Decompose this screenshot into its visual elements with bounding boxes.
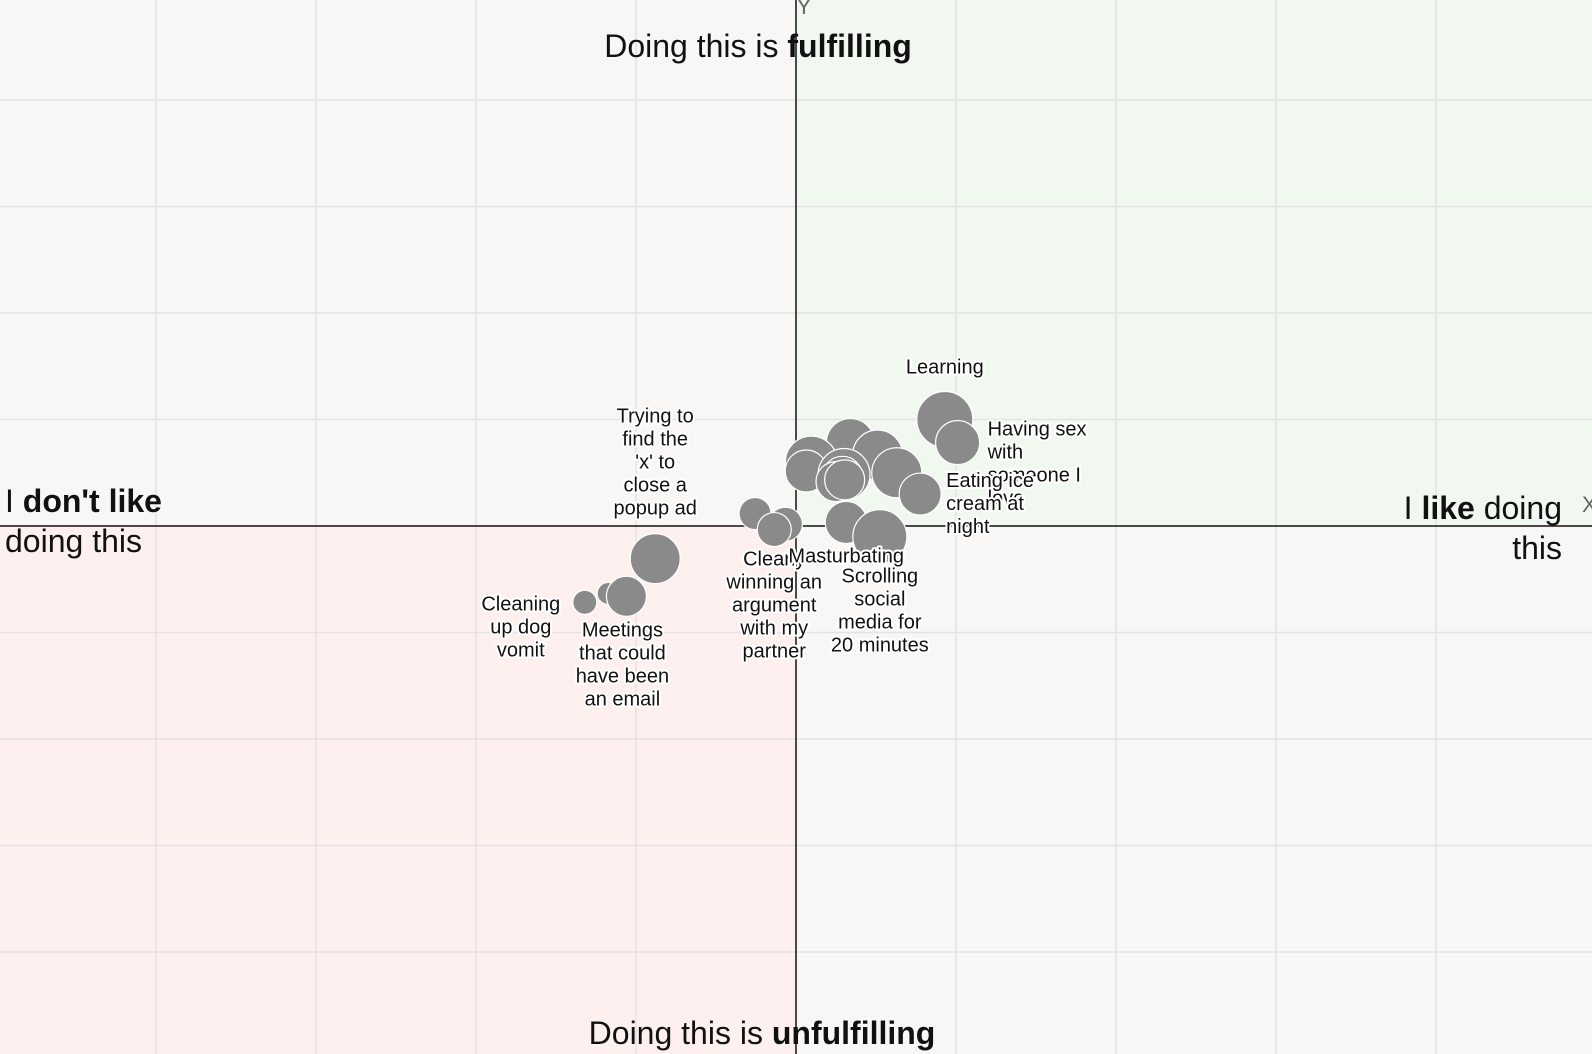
data-label: Meetings that could have been an email bbox=[576, 619, 669, 710]
quadrant-fulfilling-liked bbox=[796, 0, 1592, 526]
data-point-trying-to-find-the-x-to-close-a-popup-ad[interactable] bbox=[629, 533, 681, 585]
quadrant-unfulfilling-disliked bbox=[0, 526, 796, 1054]
data-label: Eating ice cream at night bbox=[946, 470, 1034, 538]
axis-title-bottom: Doing this is unfulfilling bbox=[589, 1015, 936, 1051]
data-point-having-sex-with-someone-i-love[interactable] bbox=[934, 419, 981, 466]
axis-title-right: I like doing bbox=[1404, 490, 1562, 526]
data-label: Trying to find the'x' to close a popup ad bbox=[613, 406, 696, 520]
y-axis-letter: Y bbox=[797, 0, 812, 19]
data-label: Clearly winning an argument with my partner bbox=[725, 549, 822, 663]
data-label: Scrolling social media for 20 minutes bbox=[831, 566, 929, 657]
data-point-clearly-winning-an-argument-with-my-partner[interactable] bbox=[756, 511, 792, 548]
axis-title-left-line2: doing this bbox=[5, 523, 142, 559]
data-point[interactable] bbox=[824, 459, 866, 501]
data-point-eating-ice-cream-at-night[interactable] bbox=[898, 472, 942, 516]
axis-title-right-line2: this bbox=[1512, 530, 1562, 566]
data-label: Learning bbox=[906, 357, 984, 379]
data-point-scrolling-social-media-for-20-minutes[interactable] bbox=[852, 509, 908, 565]
data-label: Masturbating bbox=[788, 545, 904, 567]
axis-title-left: I don't like bbox=[5, 483, 162, 519]
data-point-meetings-that-could-have-been-an-email[interactable] bbox=[605, 575, 648, 617]
axis-title-top: Doing this is fulfilling bbox=[604, 28, 912, 64]
data-label: Cleaning up dog vomit bbox=[481, 593, 560, 661]
data-point-cleaning-up-dog-vomit[interactable] bbox=[572, 589, 598, 615]
x-axis-letter: X bbox=[1582, 492, 1592, 517]
